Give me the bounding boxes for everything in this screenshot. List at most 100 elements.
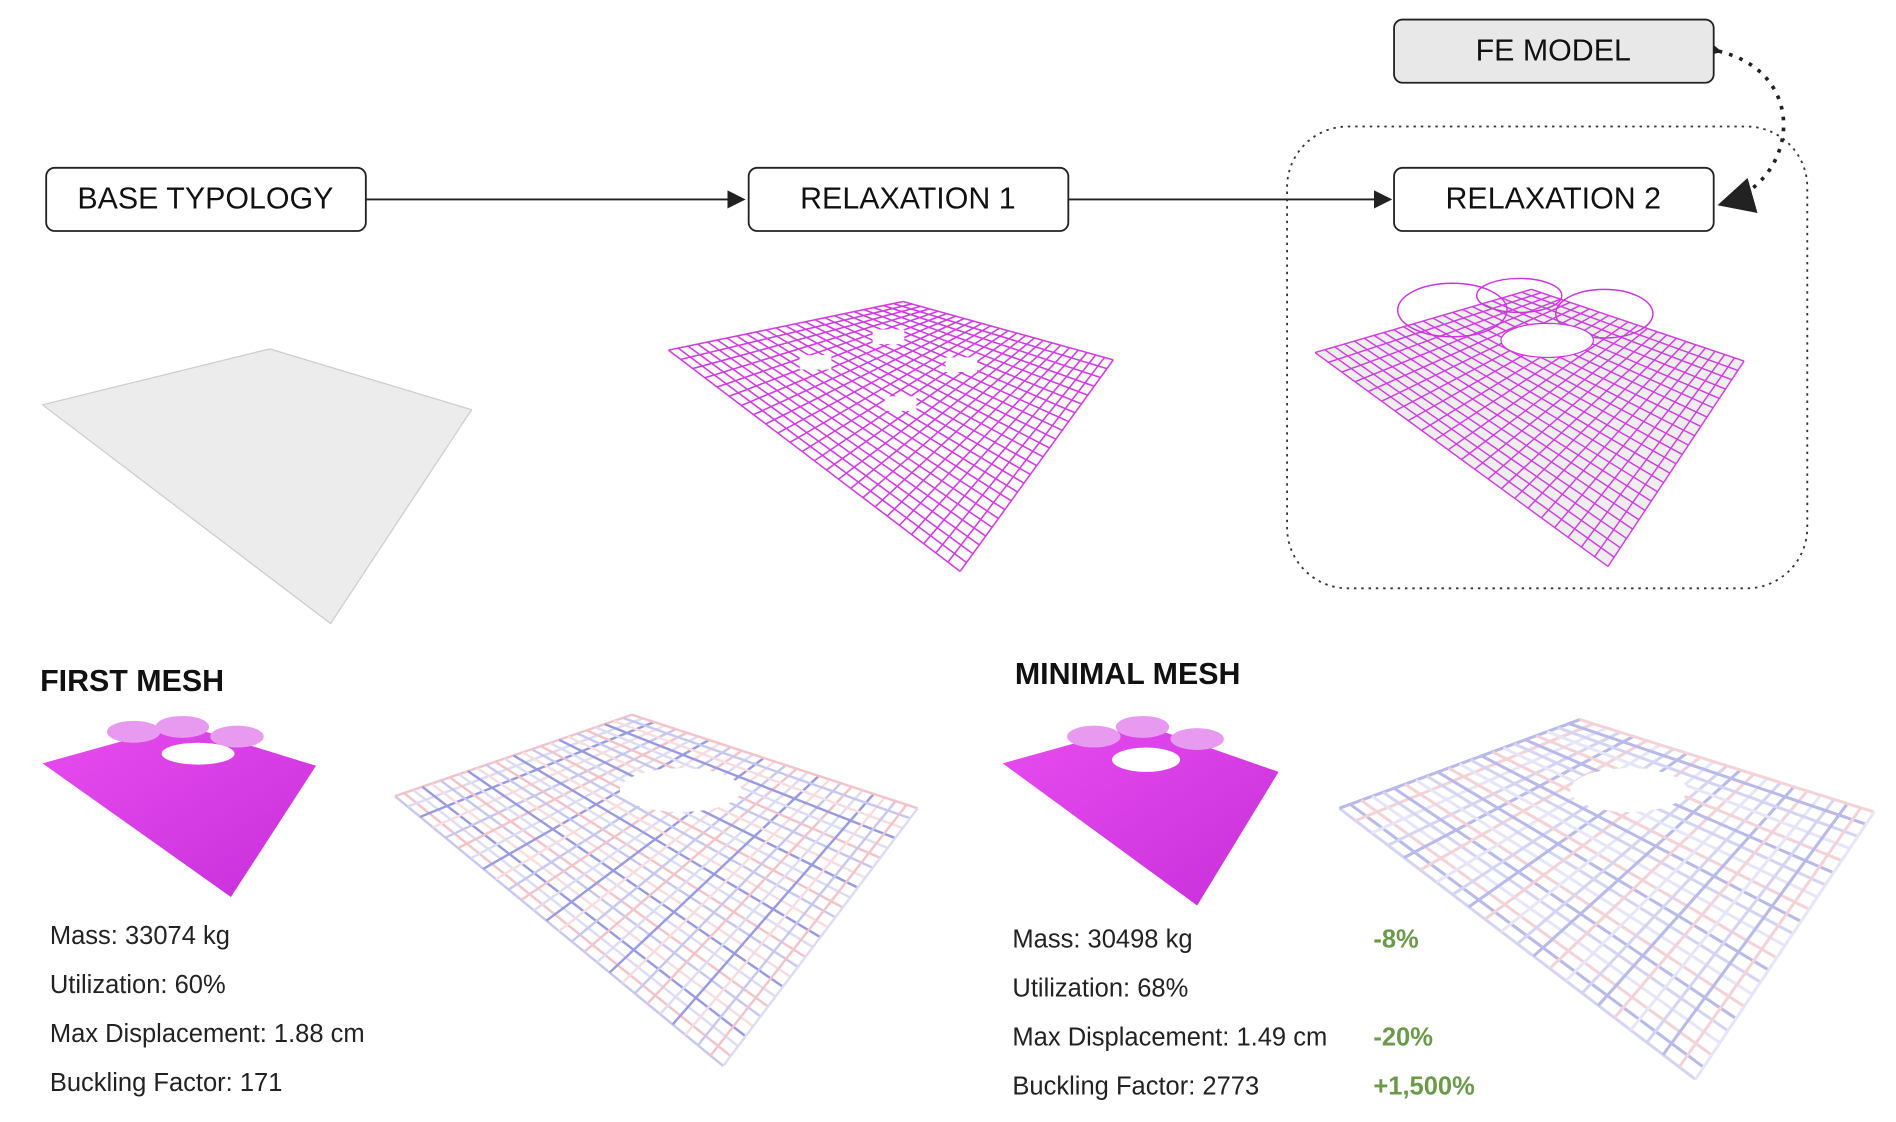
mesh-line [696, 800, 897, 1047]
mesh-hole [161, 742, 235, 765]
node-label: FE MODEL [1476, 33, 1631, 67]
mesh-line [1540, 344, 1697, 519]
mesh-hole [884, 396, 917, 411]
mesh-line [1661, 802, 1849, 1056]
mesh-line [947, 356, 1106, 563]
meshes [42, 277, 1876, 1081]
mesh-line [902, 300, 1114, 361]
metric: Utilization: 68% [1012, 975, 1188, 1003]
mesh-line [1531, 288, 1745, 362]
mesh-line [540, 744, 844, 909]
mesh-line [1629, 794, 1822, 1032]
mesh-line [1532, 768, 1742, 958]
metric-change: -20% [1373, 1024, 1433, 1052]
mesh-line [570, 764, 787, 943]
mesh-hole [945, 357, 978, 373]
mesh-line [604, 723, 896, 840]
mesh-line [1694, 811, 1876, 1081]
mesh-line [622, 716, 911, 820]
mesh-line [613, 719, 904, 830]
dome [210, 725, 264, 748]
mesh-line [1581, 781, 1782, 995]
mesh-line [1511, 294, 1732, 381]
mesh-line [1500, 334, 1668, 490]
mesh-line [883, 304, 1101, 379]
metric: Mass: 30498 kg [1012, 926, 1192, 954]
mesh-line [1501, 297, 1726, 390]
mesh-line [1516, 764, 1729, 946]
mesh-line [923, 352, 1088, 545]
mesh-line [671, 793, 875, 1026]
mesh-line [1481, 303, 1714, 409]
mesh-line [1579, 718, 1875, 814]
mesh-line [621, 778, 831, 984]
mesh-line [1546, 730, 1851, 850]
mesh-line [1491, 750, 1810, 911]
node-label: RELAXATION 1 [800, 182, 1016, 216]
mesh-line [722, 807, 919, 1067]
mesh-line [1678, 806, 1862, 1068]
panel-title: FIRST MESH [40, 664, 224, 698]
mesh-line [1597, 785, 1796, 1007]
mesh-line [583, 767, 798, 953]
mesh-line [1527, 341, 1687, 509]
mesh-line [1487, 331, 1658, 480]
base-mesh [41, 348, 473, 625]
mesh-line [1548, 773, 1755, 970]
mesh-line [1480, 754, 1802, 923]
dome [1067, 725, 1121, 748]
metric: Max Displacement: 1.49 cm [1012, 1024, 1327, 1052]
mesh-line [1491, 300, 1720, 400]
mesh-line [595, 726, 889, 850]
node-box [1393, 18, 1715, 84]
mesh-line [596, 771, 809, 964]
mesh-line [1442, 314, 1689, 446]
mesh-line [1557, 726, 1859, 838]
group-outline [1286, 125, 1809, 590]
mesh-hole [1570, 768, 1687, 812]
mesh-line [633, 782, 842, 995]
mesh-line [631, 713, 918, 810]
mesh-hole [799, 354, 832, 370]
mesh-line [1461, 324, 1639, 461]
mesh-line [1469, 758, 1794, 935]
mesh-line [1502, 746, 1818, 899]
mesh-line [1568, 722, 1867, 826]
metric: Utilization: 60% [50, 971, 226, 999]
mesh-line [1645, 798, 1836, 1044]
mesh-line [1521, 291, 1739, 372]
panel-title: MINIMAL MESH [1015, 657, 1241, 691]
mesh-line [1580, 354, 1726, 548]
dome [1554, 288, 1654, 339]
surface-mesh [42, 724, 317, 898]
node-box [45, 166, 367, 232]
mesh-line [1613, 790, 1809, 1019]
mesh-line [1567, 350, 1716, 538]
surface-mesh [1002, 724, 1279, 906]
dome [1396, 282, 1508, 338]
mesh-line [1513, 742, 1827, 887]
dome [155, 715, 210, 738]
node-label: RELAXATION 2 [1446, 182, 1662, 216]
mesh-line [910, 349, 1079, 535]
mesh-line [1594, 357, 1736, 558]
mesh-hole [872, 329, 905, 345]
mesh-line [608, 775, 820, 974]
mesh-line [558, 738, 859, 889]
mesh-line [531, 748, 836, 919]
metric: Mass: 33074 kg [50, 922, 230, 950]
node-box [1393, 166, 1715, 232]
node-label: BASE TYPOLOGY [77, 182, 333, 216]
mesh-hole [1112, 747, 1181, 772]
mesh-line [873, 306, 1095, 388]
mesh-line [893, 302, 1108, 370]
metric: Buckling Factor: 2773 [1012, 1072, 1259, 1100]
mesh-line [1462, 308, 1702, 428]
dome [1170, 728, 1224, 750]
dome [106, 720, 161, 743]
mesh-line [1472, 305, 1708, 418]
mesh-line [522, 751, 829, 929]
mesh-line [549, 741, 851, 899]
node-box [747, 166, 1070, 232]
